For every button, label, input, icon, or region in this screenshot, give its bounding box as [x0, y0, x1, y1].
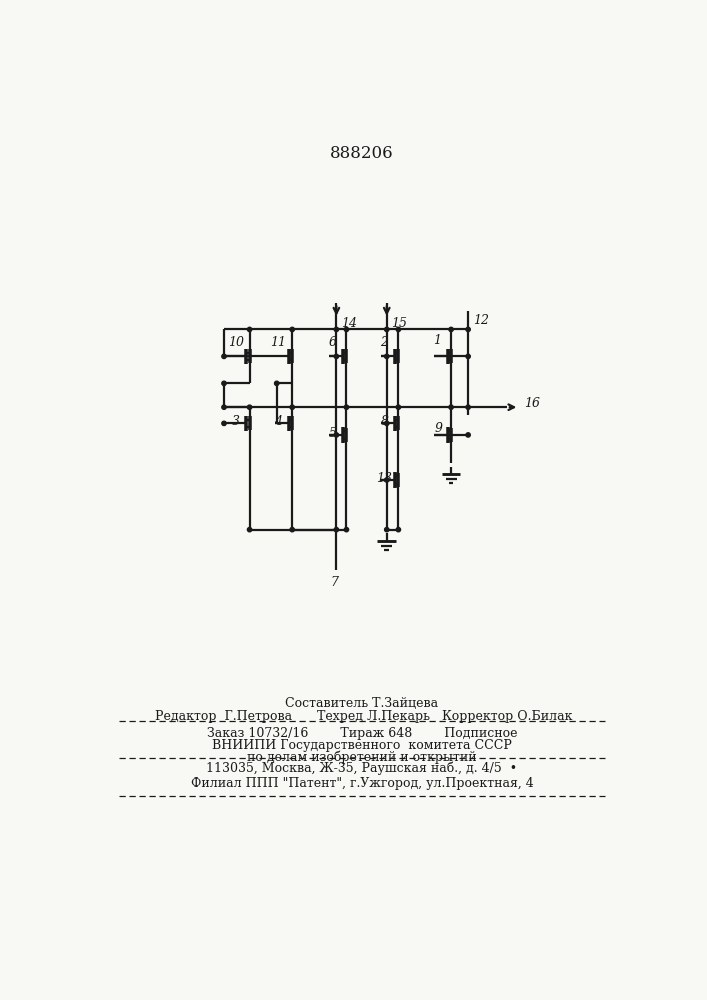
Circle shape: [222, 381, 226, 385]
Text: 11: 11: [270, 336, 286, 349]
Text: Техред Л.Пекарь   Корректор О.Билак: Техред Л.Пекарь Корректор О.Билак: [317, 710, 573, 723]
Text: 8: 8: [380, 415, 388, 428]
Text: 13: 13: [376, 472, 392, 485]
Text: ВНИИПИ Государственного  комитета СССР: ВНИИПИ Государственного комитета СССР: [212, 739, 512, 752]
Circle shape: [334, 527, 339, 532]
Circle shape: [396, 527, 401, 532]
Text: 9: 9: [435, 422, 443, 435]
Circle shape: [344, 405, 349, 409]
Text: 2: 2: [380, 336, 388, 349]
Text: Редактор  Г.Петрова: Редактор Г.Петрова: [156, 710, 293, 723]
Text: 15: 15: [392, 317, 407, 330]
Circle shape: [247, 327, 252, 332]
Circle shape: [222, 421, 226, 426]
Circle shape: [247, 405, 252, 409]
Text: 12: 12: [473, 314, 489, 327]
Circle shape: [385, 354, 389, 359]
Circle shape: [344, 527, 349, 532]
Text: 888206: 888206: [330, 145, 394, 162]
Circle shape: [222, 405, 226, 409]
Circle shape: [466, 405, 470, 409]
Text: 14: 14: [341, 317, 357, 330]
Text: Филиал ППП "Патент", г.Ужгород, ул.Проектная, 4: Филиал ППП "Патент", г.Ужгород, ул.Проек…: [191, 777, 533, 790]
Text: 113035, Москва, Ж-35, Раушская наб., д. 4/5  •: 113035, Москва, Ж-35, Раушская наб., д. …: [206, 762, 518, 775]
Circle shape: [385, 421, 389, 426]
Text: 16: 16: [524, 397, 540, 410]
Circle shape: [274, 381, 279, 385]
Circle shape: [466, 327, 470, 332]
Text: Составитель Т.Зайцева: Составитель Т.Зайцева: [286, 697, 438, 710]
Circle shape: [222, 354, 226, 359]
Circle shape: [396, 327, 401, 332]
Text: 3: 3: [232, 415, 240, 428]
Text: по делам изобретений и открытий: по делам изобретений и открытий: [247, 750, 477, 764]
Circle shape: [334, 433, 339, 437]
Circle shape: [449, 405, 453, 409]
Circle shape: [247, 527, 252, 532]
Circle shape: [290, 405, 294, 409]
Text: 1: 1: [433, 334, 441, 347]
Circle shape: [449, 327, 453, 332]
Text: 10: 10: [228, 336, 244, 349]
Text: 5: 5: [329, 427, 337, 440]
Circle shape: [385, 478, 389, 482]
Text: 6: 6: [329, 336, 337, 349]
Text: 4: 4: [274, 415, 282, 428]
Circle shape: [396, 405, 401, 409]
Circle shape: [334, 327, 339, 332]
Text: 7: 7: [331, 576, 339, 588]
Text: Заказ 10732/16        Тираж 648        Подписное: Заказ 10732/16 Тираж 648 Подписное: [206, 727, 518, 740]
Circle shape: [385, 327, 389, 332]
Circle shape: [290, 327, 294, 332]
Circle shape: [344, 327, 349, 332]
Circle shape: [466, 433, 470, 437]
Circle shape: [466, 354, 470, 359]
Circle shape: [290, 527, 294, 532]
Circle shape: [334, 354, 339, 359]
Circle shape: [385, 527, 389, 532]
